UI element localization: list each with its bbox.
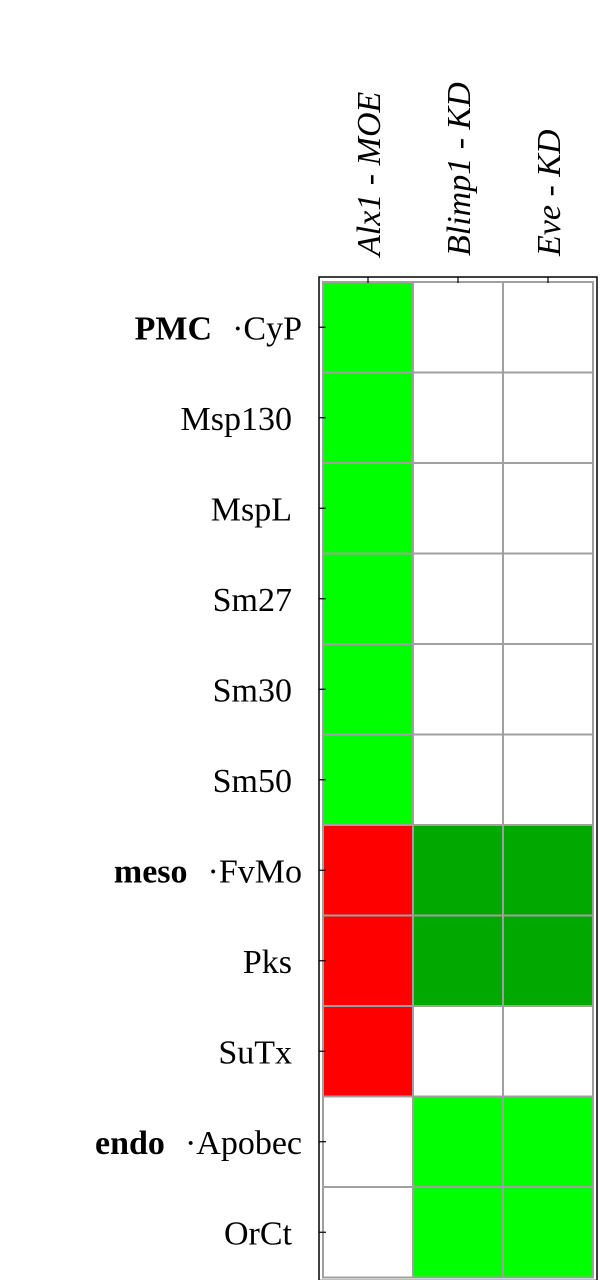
heatmap-cell-sm30-col3 bbox=[502, 643, 594, 736]
heatmap-cell-mspl-col1 bbox=[322, 462, 414, 555]
heatmap-cell-msp130-col1 bbox=[322, 371, 414, 464]
column-label-3: Eve - KD bbox=[531, 129, 568, 257]
heatmap-cell-pks-col1 bbox=[322, 914, 414, 1007]
heatmap-cell-apobec-col2 bbox=[412, 1095, 504, 1188]
row-label-msp130: Msp130 bbox=[181, 401, 292, 438]
column-label-2: Blimp1 - KD bbox=[441, 82, 478, 256]
row-labels: ·CyP PMC Msp130 MspL Sm27 Sm30 Sm50 ·FvMo meso Pk… bbox=[95, 310, 302, 1252]
heatmap-cell-fvmo-col3 bbox=[502, 824, 594, 917]
heatmap-cells bbox=[322, 281, 594, 1279]
heatmap-cell-apobec-col1 bbox=[322, 1095, 414, 1188]
heatmap-cell-sm27-col1 bbox=[322, 552, 414, 645]
heatmap-cell-cyp-col2 bbox=[412, 281, 504, 374]
heatmap-cell-sutx-col1 bbox=[322, 1005, 414, 1098]
column-label-1: Alx1 - MOE bbox=[351, 91, 388, 258]
group-label-endo: endo bbox=[95, 1125, 165, 1162]
heatmap-cell-sm50-col1 bbox=[322, 733, 414, 826]
row-label-sm30: Sm30 bbox=[213, 672, 292, 709]
heatmap-cell-orct-col1 bbox=[322, 1186, 414, 1279]
heatmap-cell-msp130-col2 bbox=[412, 371, 504, 464]
heatmap-cell-apobec-col3 bbox=[502, 1095, 594, 1188]
plot-frame-layer bbox=[318, 276, 598, 1280]
heatmap-cell-sutx-col2 bbox=[412, 1005, 504, 1098]
row-label-fvmo: ·FvMo bbox=[208, 853, 302, 890]
row-label-mspl: MspL bbox=[211, 491, 292, 528]
group-label-meso: meso bbox=[114, 853, 188, 890]
heatmap-cell-sm27-col2 bbox=[412, 552, 504, 645]
column-labels: Alx1 - MOE Blimp1 - KD Eve - KD bbox=[351, 82, 568, 258]
row-label-sm50: Sm50 bbox=[213, 763, 292, 800]
heatmap-cell-orct-col3 bbox=[502, 1186, 594, 1279]
heatmap-cell-pks-col3 bbox=[502, 914, 594, 1007]
heatmap-cell-sm50-col3 bbox=[502, 733, 594, 826]
heatmap-cell-orct-col2 bbox=[412, 1186, 504, 1279]
heatmap-cell-sm50-col2 bbox=[412, 733, 504, 826]
row-label-cyp: ·CyP bbox=[232, 310, 302, 347]
group-label-pmc: PMC bbox=[135, 310, 212, 347]
row-label-sutx: SuTx bbox=[218, 1034, 292, 1071]
heatmap-cell-fvmo-col1 bbox=[322, 824, 414, 917]
row-label-apobec: ·Apobec bbox=[185, 1125, 302, 1162]
heatmap-cell-sutx-col3 bbox=[502, 1005, 594, 1098]
heatmap-cell-sm30-col2 bbox=[412, 643, 504, 736]
heatmap-cell-pks-col2 bbox=[412, 914, 504, 1007]
row-label-pks: Pks bbox=[243, 944, 292, 981]
heatmap-cell-sm27-col3 bbox=[502, 552, 594, 645]
heatmap-cell-mspl-col2 bbox=[412, 462, 504, 555]
heatmap-cell-fvmo-col2 bbox=[412, 824, 504, 917]
heatmap-cell-cyp-col3 bbox=[502, 281, 594, 374]
row-label-orct: OrCt bbox=[224, 1215, 293, 1252]
heatmap-cell-mspl-col3 bbox=[502, 462, 594, 555]
row-label-sm27: Sm27 bbox=[213, 582, 292, 619]
heatmap-cell-msp130-col3 bbox=[502, 371, 594, 464]
heatmap-cell-sm30-col1 bbox=[322, 643, 414, 736]
heatmap-cell-cyp-col1 bbox=[322, 281, 414, 374]
